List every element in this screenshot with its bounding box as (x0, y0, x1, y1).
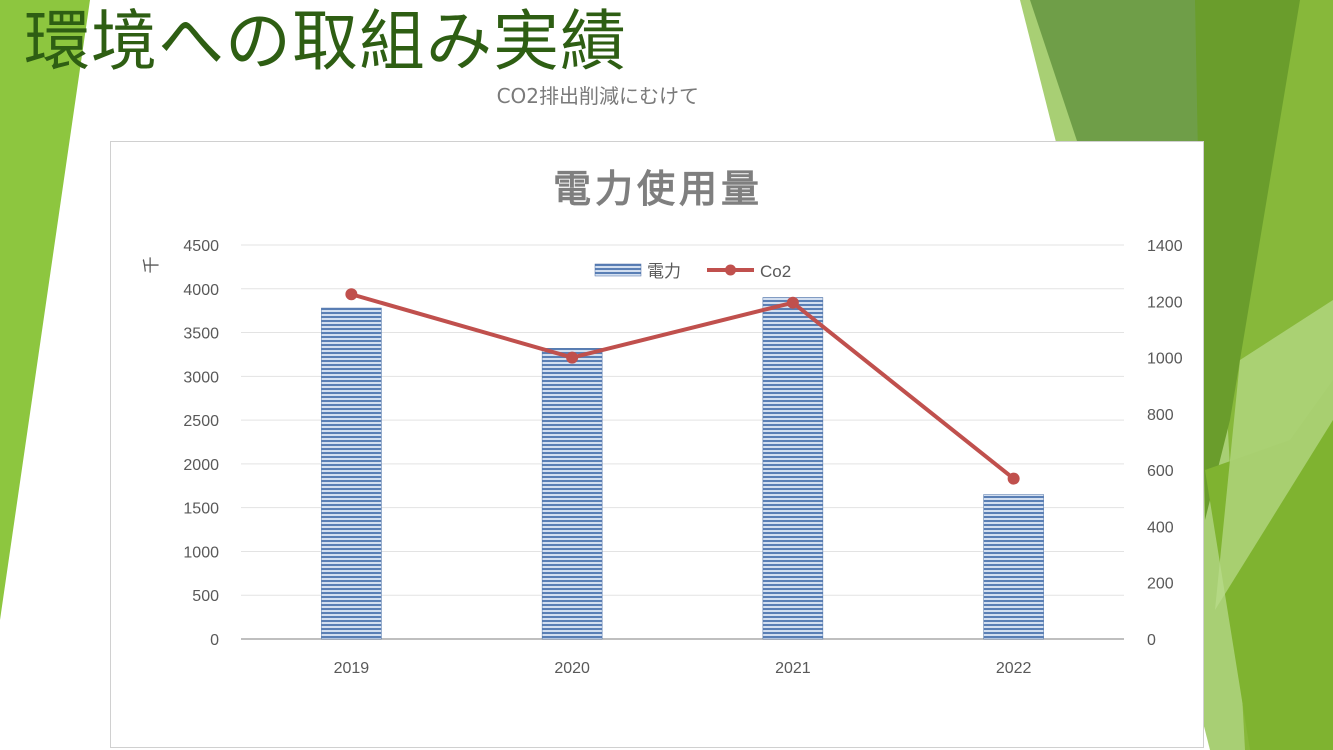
y-right-tick-label: 1000 (1147, 351, 1183, 368)
y-left-tick-label: 1000 (183, 544, 219, 561)
y-right-tick-label: 1400 (1147, 238, 1183, 255)
slide-subtitle: CO2排出削減にむけて (496, 84, 699, 108)
x-tick-label: 2021 (775, 660, 811, 677)
left-green-shape (0, 0, 90, 620)
x-tick-label: 2022 (996, 660, 1032, 677)
y-right-tick-label: 1200 (1147, 294, 1183, 311)
y-axis-unit-label: 千 (142, 257, 162, 274)
co2-point-2020 (566, 351, 579, 364)
y-right-tick-label: 400 (1147, 519, 1174, 536)
y-left-tick-label: 2000 (183, 457, 219, 474)
slide-title: 環境への取組み実績 (24, 3, 627, 80)
chart-title: 電力使用量 (553, 167, 763, 211)
x-tick-label: 2019 (334, 660, 370, 677)
y-left-tick-label: 500 (192, 588, 219, 605)
bar-2019 (321, 307, 382, 640)
y-left-tick-label: 1500 (183, 501, 219, 518)
legend-line-marker (725, 264, 736, 276)
bar-2020 (541, 348, 603, 640)
y-right-tick-label: 0 (1147, 632, 1156, 649)
y-right-tick-label: 600 (1147, 463, 1174, 480)
right-highlight-shape (1215, 300, 1333, 610)
y-left-tick-label: 0 (210, 632, 219, 649)
right-deep-shape (1195, 0, 1300, 520)
co2-line (350, 292, 1015, 481)
co2-point-2022 (1007, 472, 1020, 485)
chart: 電力使用量05001000150020002500300035004000450… (142, 167, 1183, 677)
bar-2022 (983, 494, 1044, 640)
x-tick-label: 2020 (554, 660, 590, 677)
legend-bar-label: 電力 (647, 262, 681, 282)
y-right-tick-label: 200 (1147, 576, 1174, 593)
co2-point-2021 (786, 296, 799, 309)
y-left-tick-label: 2500 (183, 413, 219, 430)
chart-frame: 電力使用量 0 500 1000 1500 2000 2500 3000 3500 4000 450… (110, 141, 1204, 748)
y-left-tick-label: 4000 (183, 282, 219, 299)
y-left-tick-label: 4500 (183, 238, 219, 255)
y-right-tick-label: 800 (1147, 407, 1174, 424)
bar-2021 (762, 297, 824, 640)
legend-line-label: Co2 (760, 262, 791, 281)
co2-point-2019 (345, 288, 358, 301)
legend-bar-swatch (594, 263, 642, 277)
y-left-tick-label: 3000 (183, 369, 219, 386)
y-left-tick-label: 3500 (183, 326, 219, 343)
